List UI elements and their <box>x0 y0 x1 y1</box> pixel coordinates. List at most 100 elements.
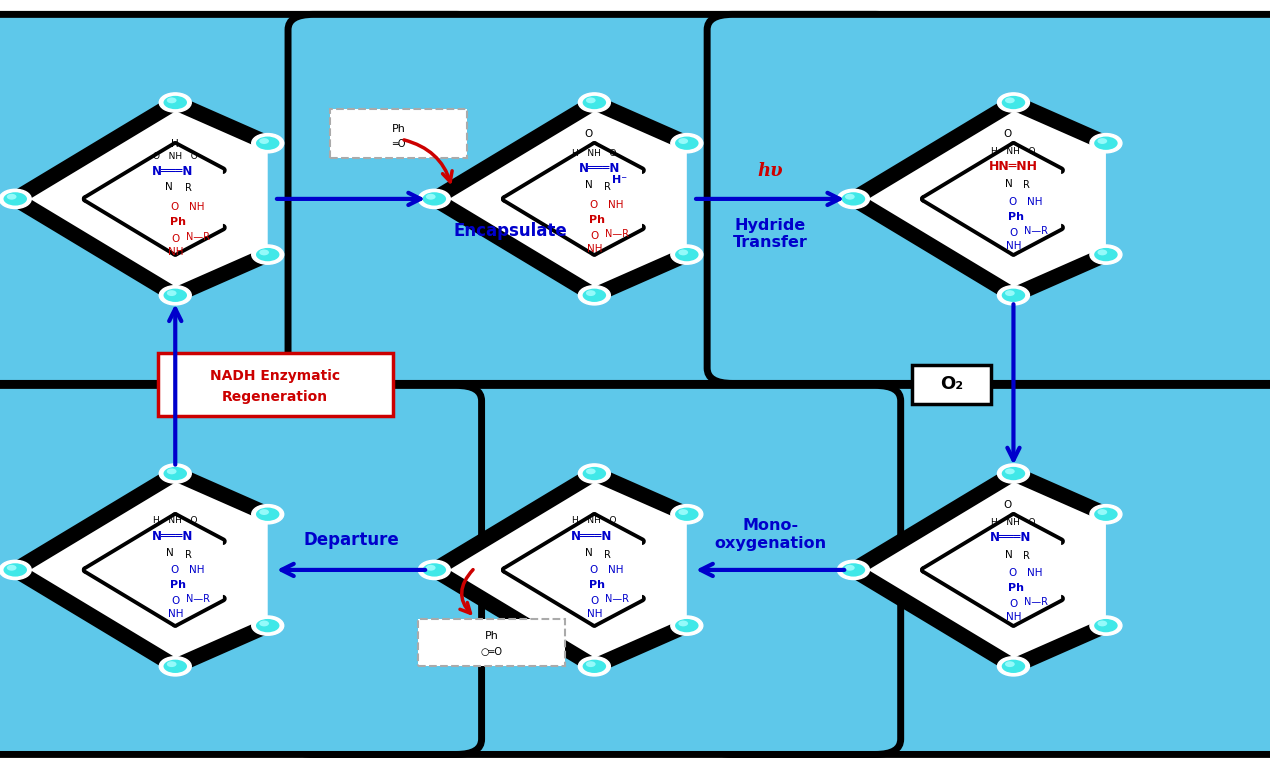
Circle shape <box>678 620 688 627</box>
Circle shape <box>259 620 269 627</box>
Circle shape <box>1090 505 1121 524</box>
FancyBboxPatch shape <box>707 15 1270 383</box>
Circle shape <box>678 509 688 515</box>
Circle shape <box>1097 249 1107 256</box>
Text: O: O <box>591 595 598 606</box>
Text: R: R <box>603 549 611 560</box>
Text: R: R <box>603 181 611 192</box>
Text: H   NH   O: H NH O <box>991 518 1036 527</box>
Circle shape <box>997 464 1030 483</box>
Text: H   NH   O: H NH O <box>572 148 617 158</box>
Circle shape <box>6 565 17 571</box>
Text: N: N <box>166 548 174 558</box>
Circle shape <box>678 249 688 256</box>
Text: O: O <box>1003 129 1011 139</box>
Circle shape <box>674 506 700 522</box>
Circle shape <box>255 618 281 633</box>
Circle shape <box>585 290 596 296</box>
Text: Ph: Ph <box>589 580 605 591</box>
Text: O   NH   O: O NH O <box>152 152 198 161</box>
Text: R: R <box>184 549 192 560</box>
Text: O   NH: O NH <box>1010 197 1043 207</box>
Text: NH: NH <box>587 244 602 255</box>
Circle shape <box>1093 618 1119 633</box>
Text: Regeneration: Regeneration <box>222 389 329 403</box>
Text: Ph: Ph <box>485 631 498 641</box>
Text: N═══N: N═══N <box>572 530 612 542</box>
FancyBboxPatch shape <box>912 366 991 404</box>
Circle shape <box>837 189 870 209</box>
Text: Encapsulate: Encapsulate <box>453 222 568 240</box>
Circle shape <box>1090 245 1121 264</box>
Circle shape <box>159 464 192 483</box>
Text: Ph: Ph <box>1008 212 1024 223</box>
Circle shape <box>671 505 702 524</box>
Text: N: N <box>585 180 593 190</box>
Text: N═══N: N═══N <box>152 530 193 542</box>
Text: N═══N: N═══N <box>579 162 620 174</box>
Text: O: O <box>1003 500 1011 510</box>
Circle shape <box>845 194 855 200</box>
Text: N—R: N—R <box>606 229 629 239</box>
Circle shape <box>163 659 188 674</box>
Circle shape <box>418 560 451 580</box>
Circle shape <box>997 656 1030 676</box>
Circle shape <box>845 565 855 571</box>
Text: N: N <box>165 181 173 192</box>
Circle shape <box>1005 97 1015 103</box>
Circle shape <box>1001 95 1026 110</box>
Circle shape <box>259 249 269 256</box>
Polygon shape <box>85 145 224 253</box>
Polygon shape <box>85 516 224 624</box>
Text: NH: NH <box>168 609 183 620</box>
Polygon shape <box>15 474 268 666</box>
Circle shape <box>251 134 283 153</box>
Circle shape <box>6 194 17 200</box>
Text: NH: NH <box>1006 612 1021 623</box>
Circle shape <box>1097 620 1107 627</box>
Circle shape <box>1005 661 1015 667</box>
Text: N—R: N—R <box>1025 226 1048 236</box>
Text: O: O <box>1010 598 1017 609</box>
Circle shape <box>163 95 188 110</box>
Circle shape <box>251 616 283 635</box>
Circle shape <box>578 464 611 483</box>
Circle shape <box>159 656 192 676</box>
Text: ○═O: ○═O <box>480 646 503 656</box>
Text: Hydride
Transfer: Hydride Transfer <box>733 218 808 250</box>
Circle shape <box>166 468 177 474</box>
Circle shape <box>582 659 607 674</box>
Circle shape <box>3 562 28 578</box>
Circle shape <box>251 505 283 524</box>
Circle shape <box>582 466 607 481</box>
Circle shape <box>674 135 700 151</box>
Circle shape <box>585 97 596 103</box>
Circle shape <box>166 97 177 103</box>
Text: Ph: Ph <box>170 216 185 227</box>
Circle shape <box>1005 290 1015 296</box>
Circle shape <box>255 247 281 262</box>
Polygon shape <box>504 145 643 253</box>
Circle shape <box>159 93 192 112</box>
Circle shape <box>422 562 447 578</box>
Text: O   NH: O NH <box>1010 568 1043 578</box>
Circle shape <box>578 656 611 676</box>
Circle shape <box>251 245 283 264</box>
FancyBboxPatch shape <box>330 109 467 158</box>
Circle shape <box>678 138 688 144</box>
Circle shape <box>166 661 177 667</box>
Text: H   NH   O: H NH O <box>152 516 198 525</box>
Circle shape <box>1005 468 1015 474</box>
Circle shape <box>997 93 1030 112</box>
Text: Mono-
oxygenation: Mono- oxygenation <box>714 519 827 551</box>
Polygon shape <box>434 103 687 295</box>
Text: N: N <box>585 548 593 558</box>
Text: R: R <box>184 183 192 194</box>
Circle shape <box>422 191 447 207</box>
Circle shape <box>163 466 188 481</box>
Circle shape <box>671 134 702 153</box>
Circle shape <box>578 93 611 112</box>
Text: N═══N: N═══N <box>991 532 1031 544</box>
Circle shape <box>841 562 866 578</box>
Circle shape <box>1093 247 1119 262</box>
